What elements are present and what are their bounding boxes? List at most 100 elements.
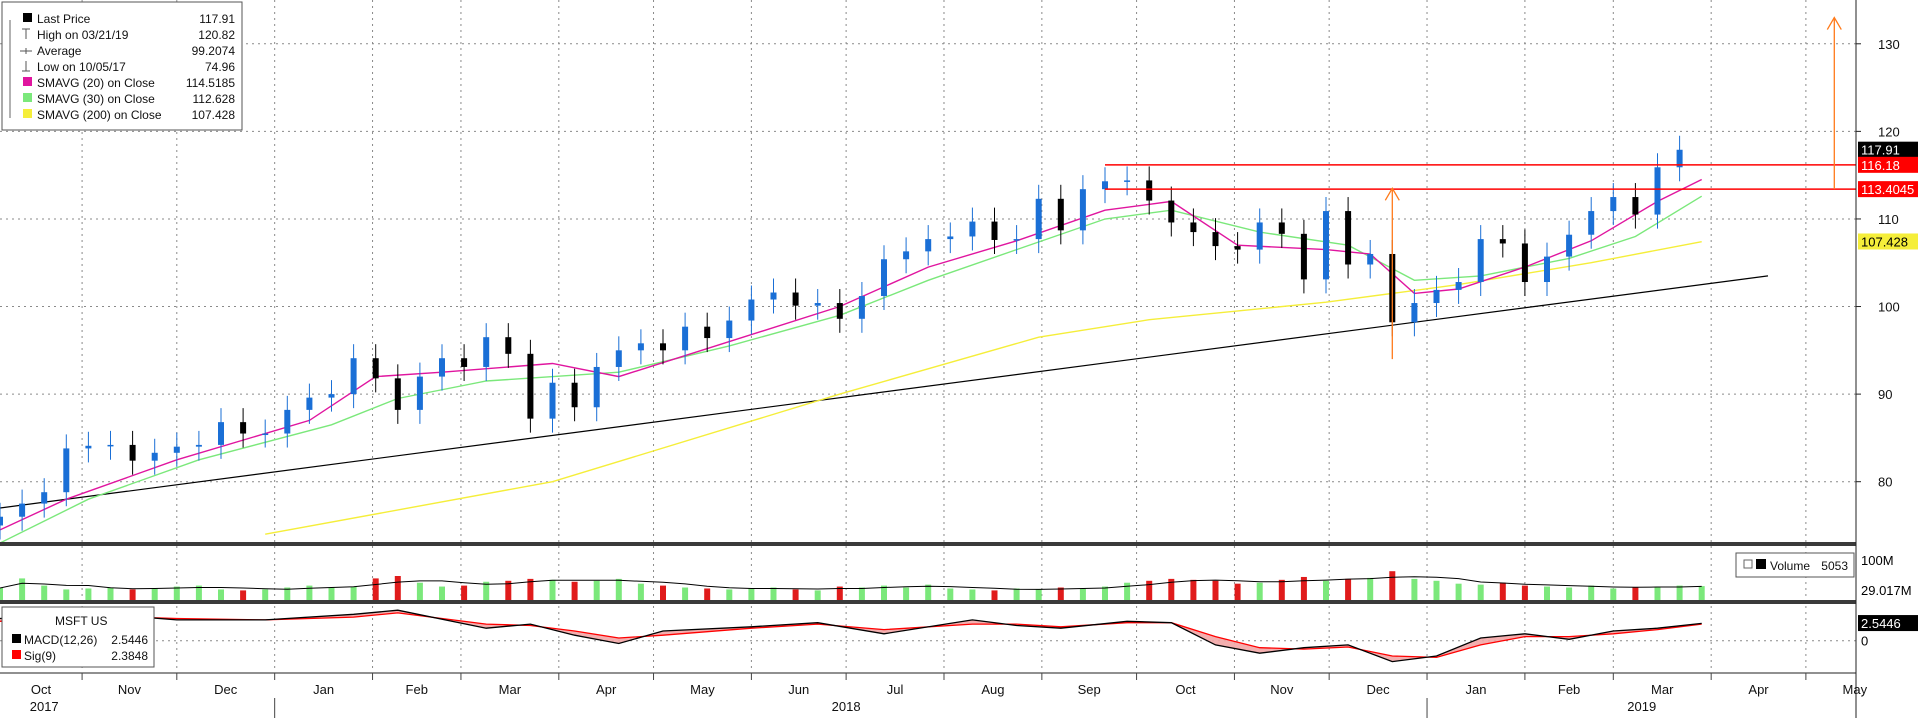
volume-bar [1300, 576, 1307, 600]
candle-body [306, 397, 313, 410]
macd-tag: 2.5446 [1861, 616, 1901, 631]
volume-bar [726, 589, 733, 600]
volume-bar [63, 589, 70, 600]
candle-body [726, 320, 733, 339]
volume-bar [1013, 588, 1020, 600]
month-label: May [1843, 682, 1868, 697]
macd-tag-bg [1858, 615, 1918, 632]
volume-bar [151, 588, 158, 600]
volume-bar [372, 578, 379, 600]
legend-label: SMAVG (20) on Close [37, 76, 155, 90]
legend-value: 5053 [1821, 559, 1848, 573]
macd-tag: 0 [1861, 634, 1868, 649]
volume-bar [1676, 585, 1683, 600]
candle-body [328, 394, 335, 398]
legend-row-last-price: Last Price 117.91 [23, 12, 235, 26]
volume-bar [0, 588, 3, 600]
legend-value: 112.628 [193, 92, 236, 106]
candle-body [571, 382, 578, 408]
month-label: Jun [788, 682, 809, 697]
square-marker-icon [12, 650, 21, 659]
month-label: Jan [313, 682, 334, 697]
legend-label: Average [37, 44, 82, 58]
macd-tag-bg [1858, 632, 1918, 649]
price-legend[interactable]: Last Price 117.91 High on 03/21/19 120.8… [1, 1, 243, 131]
legend-row-smavg-20: SMAVG (20) on Close 114.5185 [23, 76, 235, 90]
month-label: Dec [1367, 682, 1391, 697]
panel-divider [0, 542, 1856, 546]
volume-tag: 100M [1861, 553, 1894, 568]
volume-bar [306, 585, 313, 600]
volume-bar [394, 576, 401, 600]
candle-body [218, 422, 224, 445]
candle-body [1256, 222, 1263, 250]
candle-body [527, 353, 534, 419]
macd-legend[interactable]: MSFT US MACD(12,26) 2.5446 Sig(9) 2.3848 [1, 606, 155, 668]
candle-body [615, 350, 622, 367]
legend-row-high: High on 03/21/19 120.82 [22, 28, 235, 42]
candle-body [925, 239, 932, 252]
volume-legend[interactable]: Volume 5053 [1735, 552, 1855, 578]
price-tick-label: 120 [1878, 124, 1900, 139]
volume-tag: 29.017M [1861, 583, 1912, 598]
price-tag: 113.4045 [1861, 182, 1914, 197]
volume-bar [991, 590, 998, 600]
volume-bar [704, 588, 711, 600]
volume-bar [416, 582, 423, 600]
legend-label: Low on 10/05/17 [37, 60, 126, 74]
candle-body [1411, 303, 1418, 323]
legend-value: 74.96 [205, 60, 235, 74]
year-label: 2019 [1627, 699, 1656, 714]
candle-body [439, 358, 445, 377]
candle-body [129, 444, 136, 461]
candle-body [1521, 243, 1528, 283]
legend-row-low: Low on 10/05/17 74.96 [22, 60, 235, 74]
square-marker-icon [23, 13, 32, 22]
candle-body [903, 251, 910, 260]
volume-bar [19, 578, 26, 600]
candle-body [792, 292, 799, 306]
volume-bar [1234, 583, 1241, 600]
square-marker-icon [1756, 559, 1766, 569]
candle-body [1146, 180, 1153, 201]
volume-bar [1610, 588, 1617, 600]
month-label: Dec [214, 682, 238, 697]
volume-bar [925, 584, 932, 600]
volume-bar [195, 585, 202, 600]
candle-body [1323, 211, 1329, 280]
price-tick-label: 80 [1878, 475, 1892, 490]
volume-bar [328, 587, 335, 600]
candle-body [881, 259, 887, 297]
volume-bar [1057, 587, 1064, 600]
price-tag-bg [1858, 156, 1918, 173]
volume-bar [1278, 579, 1285, 600]
collapse-icon[interactable] [1743, 559, 1753, 569]
candle-body [1102, 181, 1108, 190]
month-label: Feb [1558, 682, 1580, 697]
volume-bar [262, 589, 269, 600]
candle-body [1035, 198, 1042, 240]
price-panel [0, 16, 1856, 544]
volume-bar [1146, 580, 1153, 600]
volume-bar [129, 589, 136, 600]
candle-body [1212, 232, 1219, 247]
candle-body [748, 299, 755, 321]
price-tick-label: 100 [1878, 300, 1900, 315]
month-label: Mar [499, 682, 522, 697]
candle-body [660, 343, 666, 351]
month-label: Jan [1465, 682, 1486, 697]
volume-bar [682, 587, 689, 600]
target-arrow-head [1384, 187, 1400, 201]
volume-bar [1433, 580, 1440, 600]
candle-body [195, 444, 202, 447]
legend-title: MSFT US [55, 614, 107, 628]
target-arrow-head [1826, 16, 1842, 30]
volume-bar [1389, 571, 1396, 600]
price-tick-label: 130 [1878, 37, 1900, 52]
legend-label: Last Price [37, 12, 91, 26]
volume-bar [1566, 587, 1573, 600]
volume-bar [1521, 585, 1528, 600]
volume-bar [836, 586, 843, 600]
